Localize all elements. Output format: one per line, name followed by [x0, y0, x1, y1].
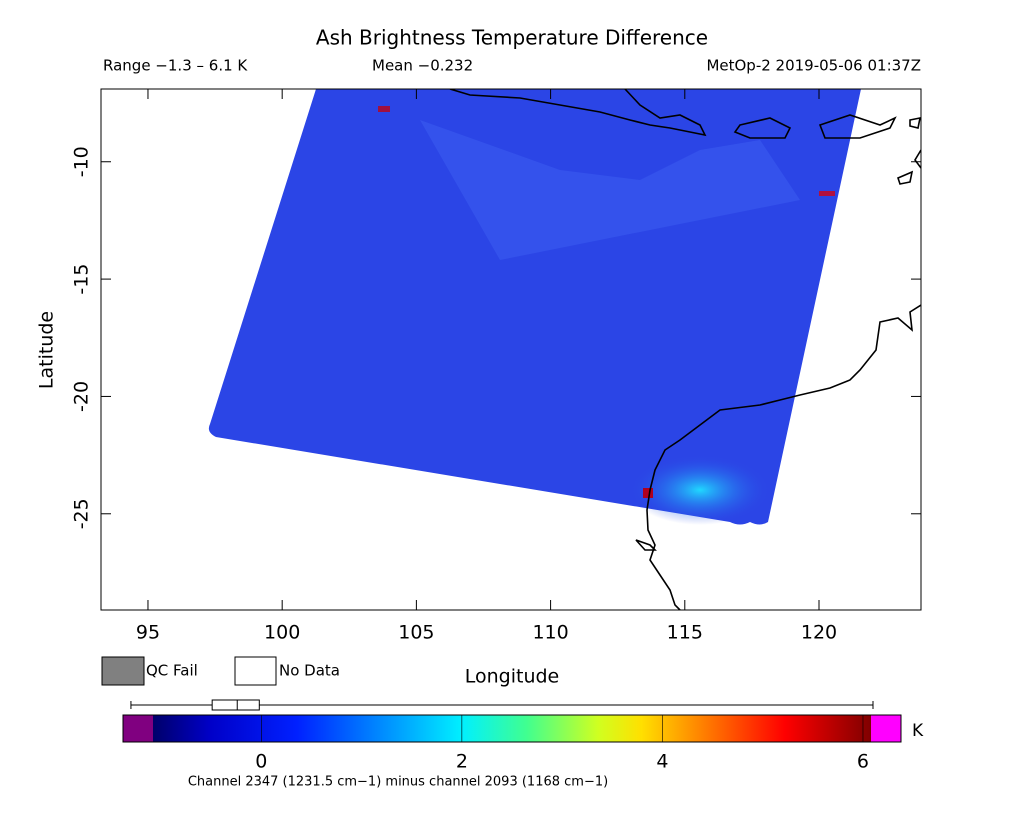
chart-title: Ash Brightness Temperature Difference: [316, 26, 708, 50]
colorbar-tick-label: 2: [456, 751, 468, 773]
coastline: [449, 89, 921, 610]
colorbar-over: [871, 715, 901, 742]
hot-pixel: [643, 488, 653, 498]
y-tick-label: -10: [71, 146, 93, 177]
map-area: [208, 89, 921, 610]
swath-highlight: [630, 455, 770, 525]
swath-texture: [420, 120, 800, 260]
x-tick-label: 115: [667, 622, 703, 644]
y-tick-label: -25: [71, 498, 93, 529]
legend-swatch-no-data: [234, 656, 277, 686]
hot-pixel: [378, 106, 390, 112]
colorbar-caption: Channel 2347 (1231.5 cm−1) minus channel…: [188, 775, 608, 790]
colorbar-tick-label: 0: [255, 751, 267, 773]
x-tick-label: 100: [264, 622, 300, 644]
legend-label: No Data: [279, 662, 340, 680]
legend-swatch-qc-fail: [101, 656, 145, 686]
source-text: MetOp-2 2019-05-06 01:37Z: [706, 57, 921, 75]
plot-frame: [100, 88, 922, 611]
mean-text: Mean −0.232: [372, 57, 473, 75]
y-axis-label: Latitude: [36, 311, 58, 389]
range-text: Range −1.3 – 6.1 K: [103, 57, 248, 75]
box: [211, 699, 260, 711]
y-tick-label: -15: [71, 264, 93, 295]
hot-pixel: [819, 191, 835, 196]
x-tick-label: 120: [801, 622, 837, 644]
colorbar-under: [123, 715, 153, 742]
colorbar-tick-label: 4: [656, 751, 668, 773]
y-tick-label: -20: [71, 381, 93, 412]
x-axis-label: Longitude: [465, 666, 560, 688]
colorbar-unit: K: [912, 721, 924, 741]
x-tick-label: 105: [398, 622, 434, 644]
colorbar-frame: [122, 714, 902, 743]
legend-label: QC Fail: [146, 662, 198, 680]
colorbar: [153, 715, 871, 742]
x-tick-label: 95: [136, 622, 160, 644]
x-tick-label: 110: [532, 622, 568, 644]
colorbar-tick-label: 6: [857, 751, 869, 773]
